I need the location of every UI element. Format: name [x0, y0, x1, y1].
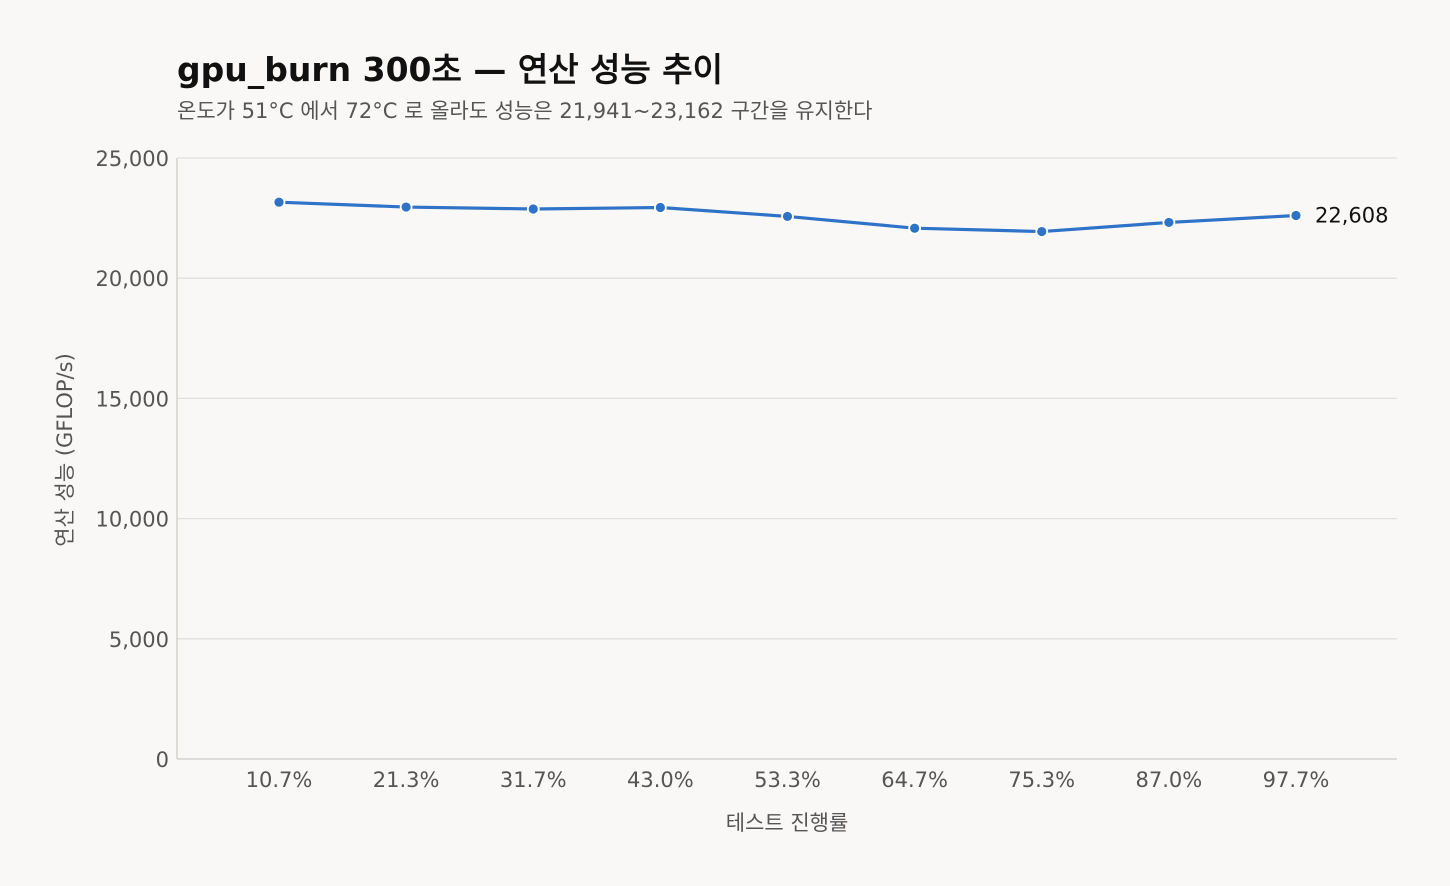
data-point[interactable] — [781, 210, 794, 223]
data-point[interactable] — [399, 200, 413, 214]
y-axis-title: 연산 성능 (GFLOP/s) — [53, 353, 77, 547]
x-tick-label: 21.3% — [373, 768, 440, 792]
y-tick-label: 5,000 — [109, 628, 169, 652]
x-axis-title: 테스트 진행률 — [726, 811, 849, 835]
data-point[interactable] — [1162, 216, 1176, 229]
data-point[interactable] — [653, 201, 667, 214]
data-point[interactable] — [1289, 209, 1303, 222]
chart-subtitle: 온도가 51°C 에서 72°C 로 올라도 성능은 21,941~23,162… — [177, 99, 872, 123]
data-point[interactable] — [908, 221, 922, 235]
end-value-label: 22,608 — [1315, 204, 1388, 228]
data-point[interactable] — [526, 202, 540, 216]
x-axis-ticks: 10.7% 21.3% 31.7% 43.0% 53.3% 64.7% 75.3% 87.0%… — [246, 768, 1330, 792]
y-tick-label: 0 — [156, 748, 169, 772]
y-axis-ticks: 0 5,000 10,000 15,000 20,000 25,000 — [96, 147, 169, 772]
y-tick-label: 20,000 — [96, 267, 169, 291]
gridlines — [176, 157, 1397, 760]
data-point[interactable] — [1035, 225, 1049, 238]
x-tick-label: 97.7% — [1263, 768, 1330, 792]
x-tick-label: 43.0% — [627, 768, 694, 792]
x-tick-label: 31.7% — [500, 768, 567, 792]
x-tick-label: 64.7% — [881, 768, 948, 792]
data-point[interactable] — [272, 195, 286, 209]
x-tick-label: 53.3% — [754, 768, 821, 792]
y-tick-label: 25,000 — [96, 147, 169, 171]
series-layer: 22,608 — [272, 195, 1388, 238]
x-tick-label: 75.3% — [1008, 768, 1075, 792]
y-tick-label: 10,000 — [96, 508, 169, 532]
y-tick-label: 15,000 — [96, 387, 169, 411]
chart-title: gpu_burn 300초 — 연산 성능 추이 — [177, 50, 723, 89]
x-tick-label: 87.0% — [1136, 768, 1203, 792]
x-tick-label: 10.7% — [246, 768, 313, 792]
